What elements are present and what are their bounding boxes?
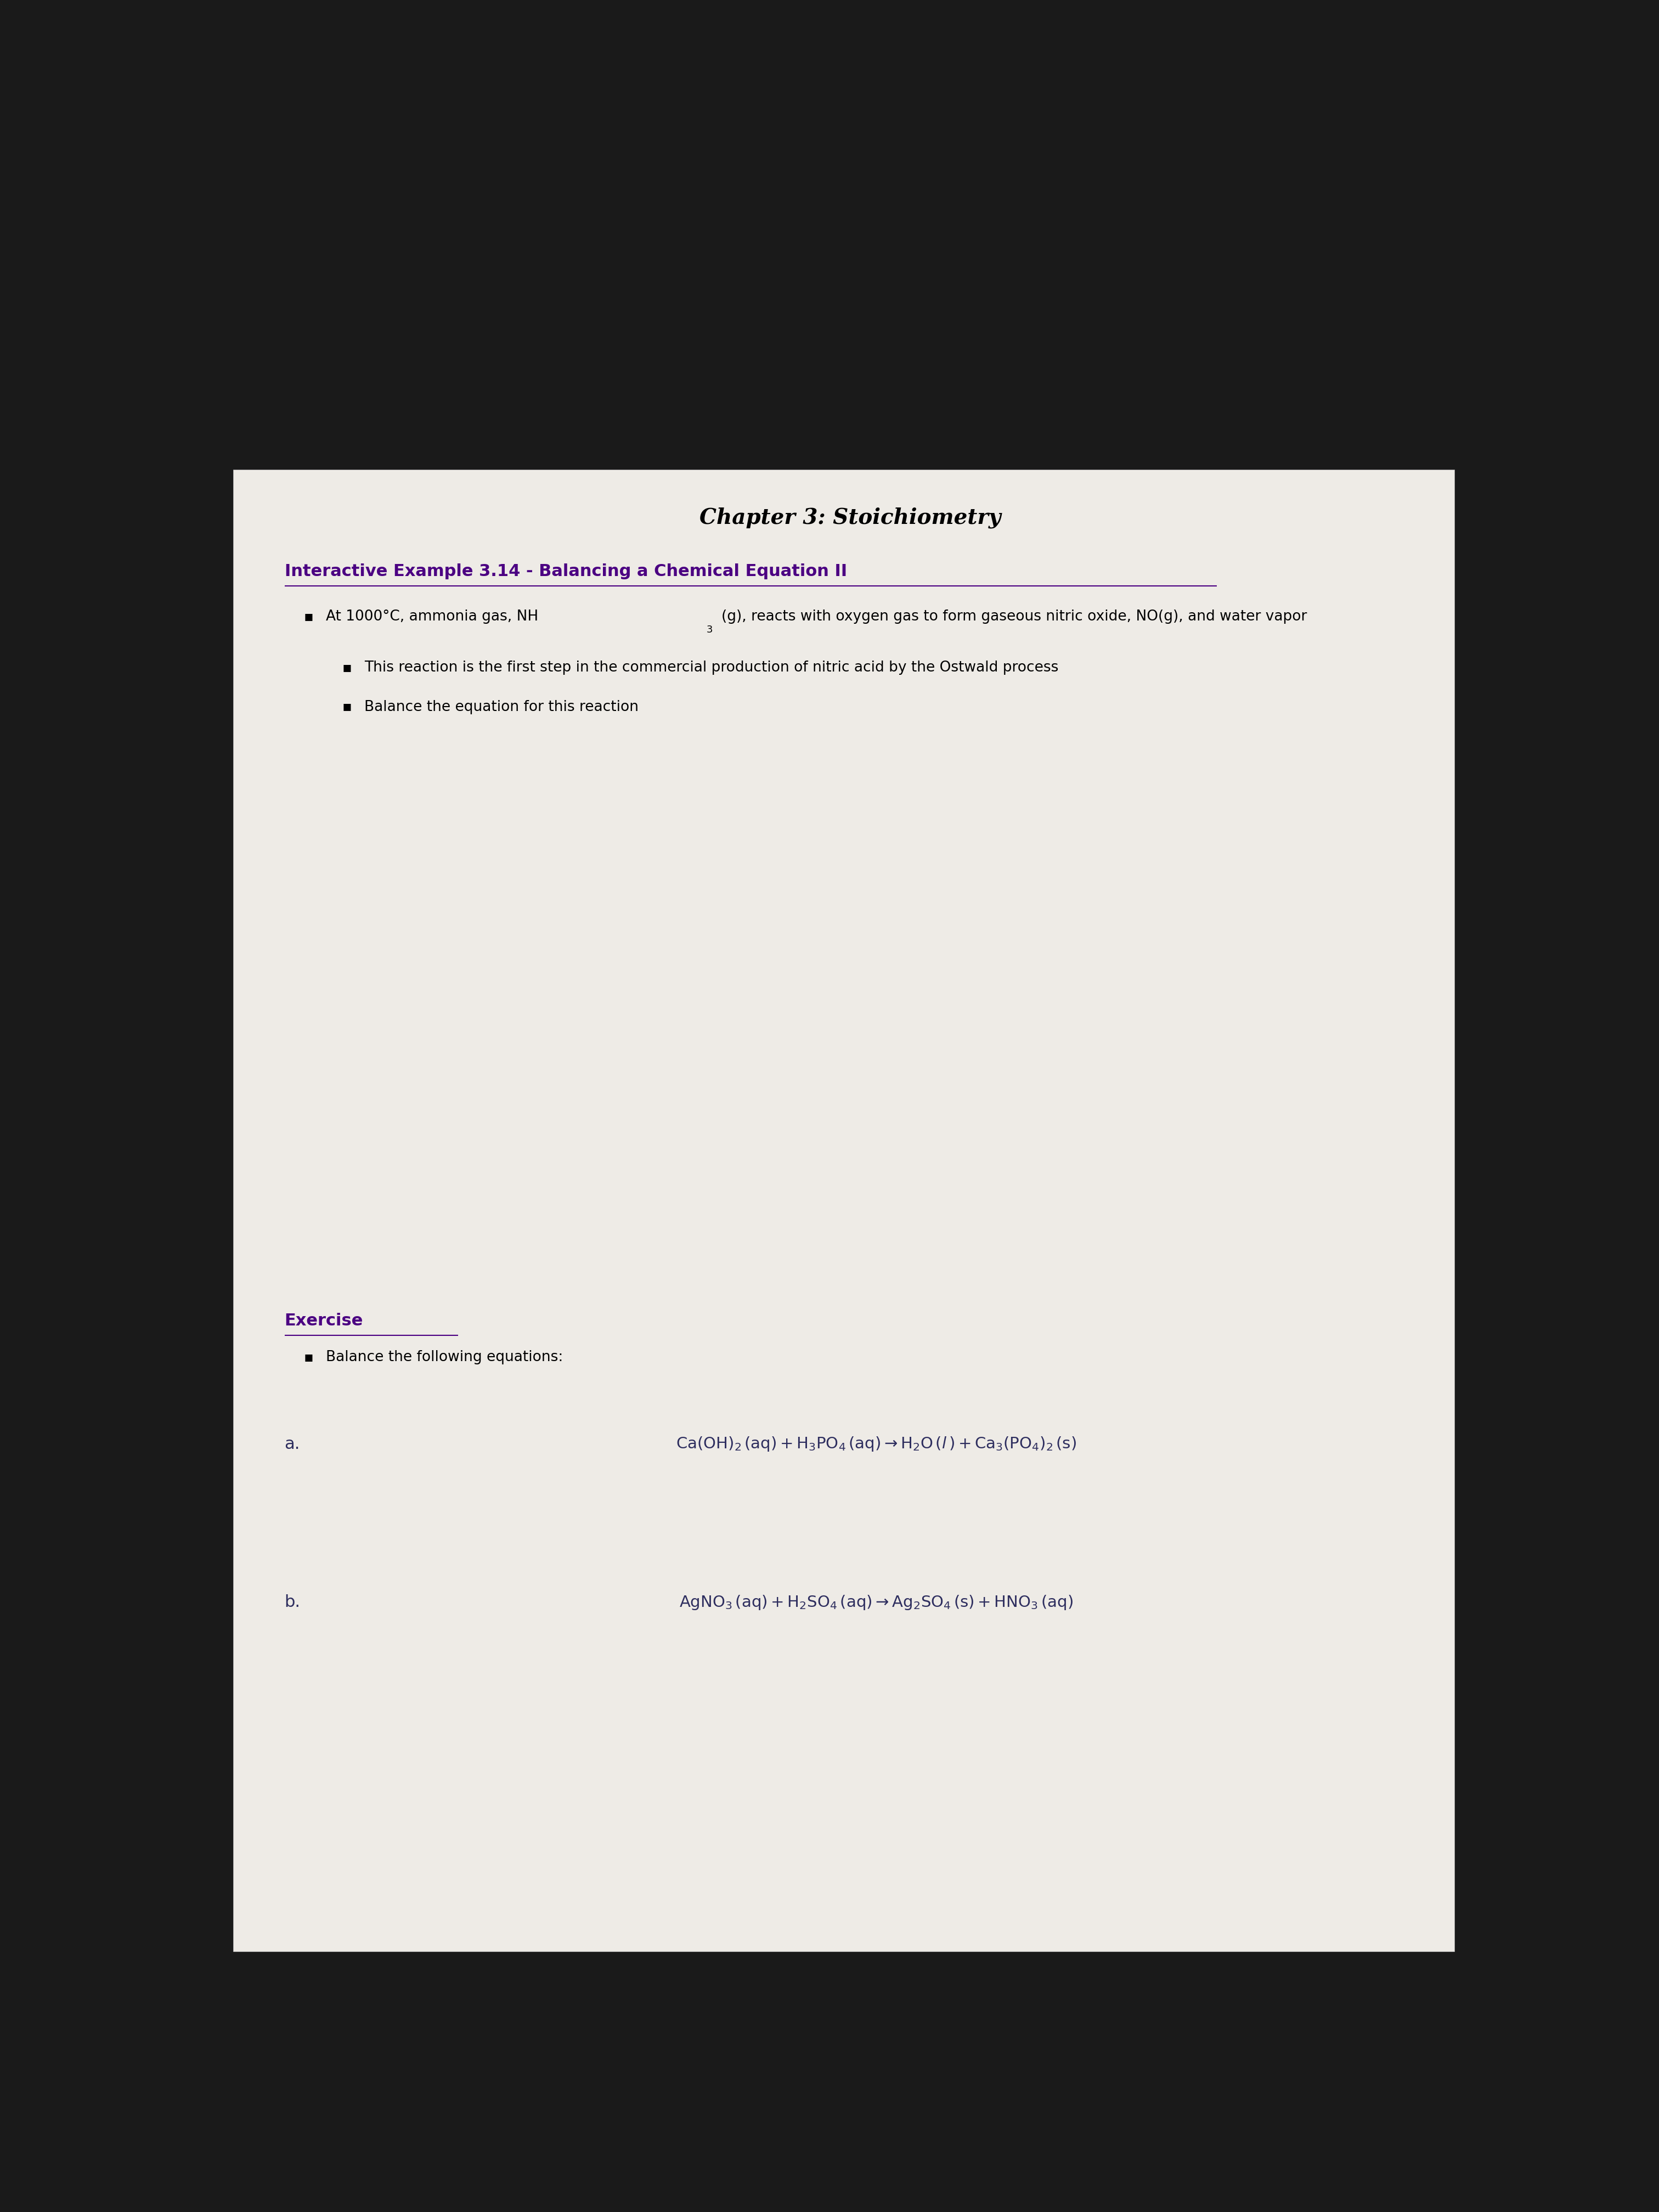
Text: Balance the following equations:: Balance the following equations: bbox=[325, 1349, 562, 1365]
Text: $\mathrm{Ca(OH)_2\,(aq) + H_3PO_4\,(aq) \rightarrow H_2O\,(\mathit{l}\,) + Ca_3(: $\mathrm{Ca(OH)_2\,(aq) + H_3PO_4\,(aq) … bbox=[675, 1436, 1077, 1453]
Bar bbox=[207, 265, 1493, 487]
Text: At 1000°C, ammonia gas, NH: At 1000°C, ammonia gas, NH bbox=[325, 611, 538, 624]
Text: ▪: ▪ bbox=[342, 661, 352, 675]
Text: 3: 3 bbox=[707, 624, 713, 635]
Text: Chapter 3: Stoichiometry: Chapter 3: Stoichiometry bbox=[700, 507, 1000, 529]
Text: ▪: ▪ bbox=[304, 1349, 314, 1365]
Text: b.: b. bbox=[285, 1595, 300, 1610]
Text: Balance the equation for this reaction: Balance the equation for this reaction bbox=[365, 699, 639, 714]
Text: $\mathrm{AgNO_3\,(aq) + H_2SO_4\,(aq) \rightarrow Ag_2SO_4\,(s) + HNO_3\,(aq)}$: $\mathrm{AgNO_3\,(aq) + H_2SO_4\,(aq) \r… bbox=[679, 1593, 1073, 1610]
Text: a.: a. bbox=[285, 1436, 300, 1451]
Text: Exercise: Exercise bbox=[285, 1314, 363, 1329]
Text: ▪: ▪ bbox=[342, 699, 352, 714]
Text: (g), reacts with oxygen gas to form gaseous nitric oxide, NO(g), and water vapor: (g), reacts with oxygen gas to form gase… bbox=[722, 611, 1307, 624]
Text: ▪: ▪ bbox=[304, 611, 314, 624]
FancyBboxPatch shape bbox=[232, 469, 1455, 1951]
Text: Interactive Example 3.14 - Balancing a Chemical Equation II: Interactive Example 3.14 - Balancing a C… bbox=[285, 564, 848, 580]
Text: This reaction is the first step in the commercial production of nitric acid by t: This reaction is the first step in the c… bbox=[365, 661, 1058, 675]
